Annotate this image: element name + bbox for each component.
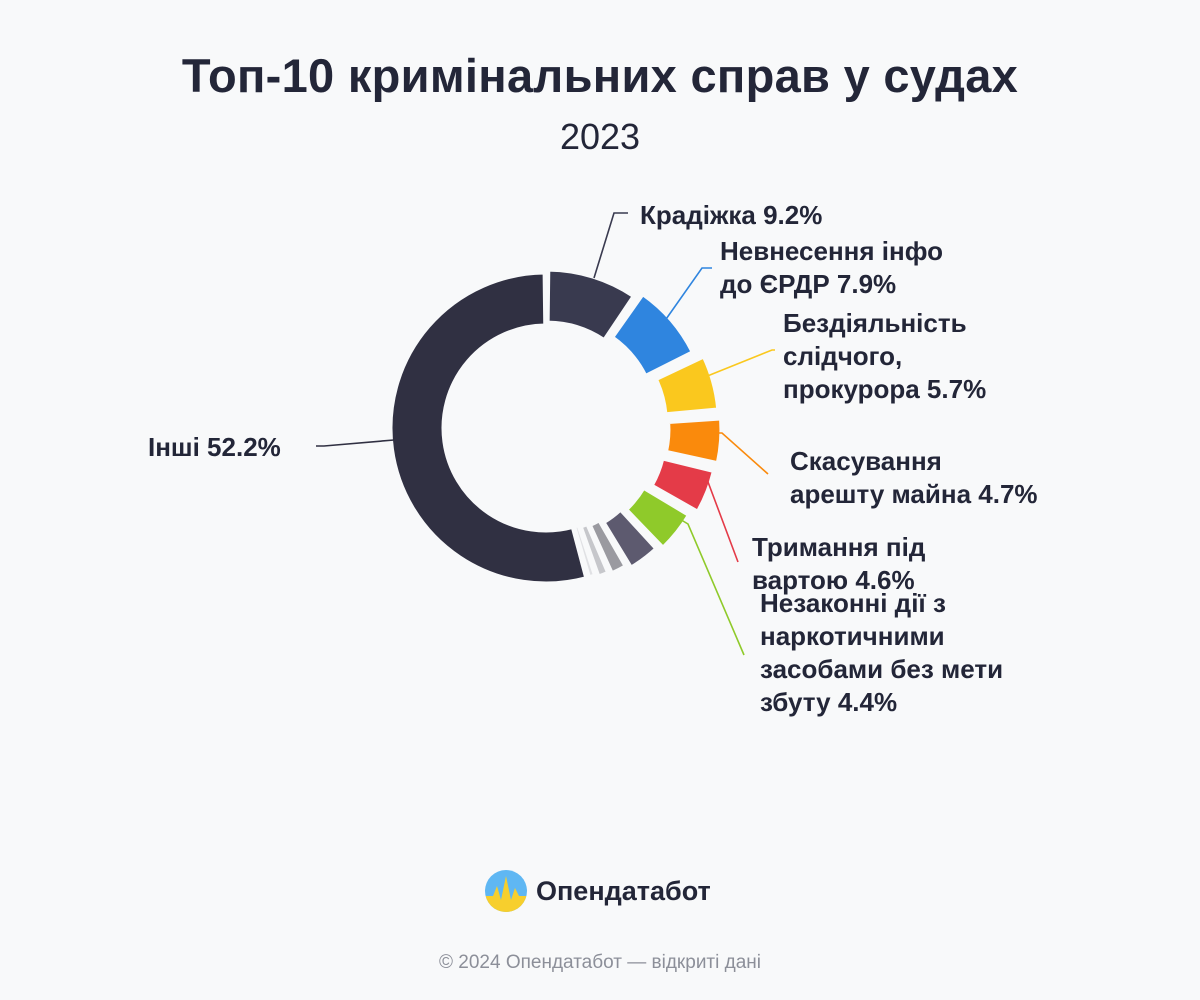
leader-line [695,476,739,563]
slice-label: Бездіяльність слідчого, прокурора 5.7% [783,308,986,404]
slice-label-line: Тримання під [752,532,926,562]
slice-label-line: до ЄРДР 7.9% [720,269,896,299]
copyright-footer: © 2024 Опендатабот — відкриті дані [439,952,761,973]
leader-line [663,267,712,323]
slice-label-line: засобами без мети [760,654,1003,684]
donut-slice [665,417,723,465]
sun-over-wave-logo-icon [485,870,527,912]
slice-label: Тримання під вартою 4.6% [752,532,926,595]
leader-line [677,517,745,656]
slice-label: Незаконні дії з наркотичними засобами без … [760,588,1003,717]
slice-label: Інші 52.2% [148,432,281,462]
slice-label-line: слідчого, [783,341,902,371]
donut-slice [389,271,588,585]
leader-line [706,432,769,475]
slice-label-line: Невнесення інфо [720,236,943,266]
leader-line [694,349,775,382]
slice-label-line: Незаконні дії з [760,588,946,618]
chart-title: Топ-10 кримінальних справ у судах [181,49,1019,102]
chart-subtitle: 2023 [559,116,641,157]
leader-line [593,212,628,279]
slice-label: Невнесення інфо до ЄРДР 7.9% [720,236,943,299]
brand-name: Опендатабот [536,875,711,906]
slice-label-line: вартою 4.6% [752,565,915,595]
slice-label-line: Бездіяльність [783,308,967,338]
donut-slice [602,508,658,569]
slice-label-line: Крадіжка 9.2% [640,200,822,230]
slice-label-line: наркотичними [760,621,945,651]
slice-label-line: Інші 52.2% [148,432,281,462]
slice-label: Скасування арешту майна 4.7% [790,446,1038,509]
donut-slice [650,457,715,513]
slice-label-line: арешту майна 4.7% [790,479,1038,509]
slice-label-line: Скасування [790,446,942,476]
slice-labels: Крадіжка 9.2% Невнесення інфо до ЄРДР 7.9%… [148,200,1038,717]
donut-slice [546,268,635,342]
donut-slice [573,524,596,579]
leader-line [316,439,395,447]
slice-label-line: збуту 4.4% [760,687,897,717]
donut-slice [579,523,610,578]
donut-slice [589,519,627,575]
donut-slice [625,486,690,549]
donut-slices [389,268,723,585]
slice-label: Крадіжка 9.2% [640,200,822,230]
donut-slice [655,355,720,416]
slice-label-line: прокурора 5.7% [783,374,986,404]
donut-slice [611,293,694,377]
leader-lines [316,212,775,656]
brand: Опендатабот [484,868,711,914]
